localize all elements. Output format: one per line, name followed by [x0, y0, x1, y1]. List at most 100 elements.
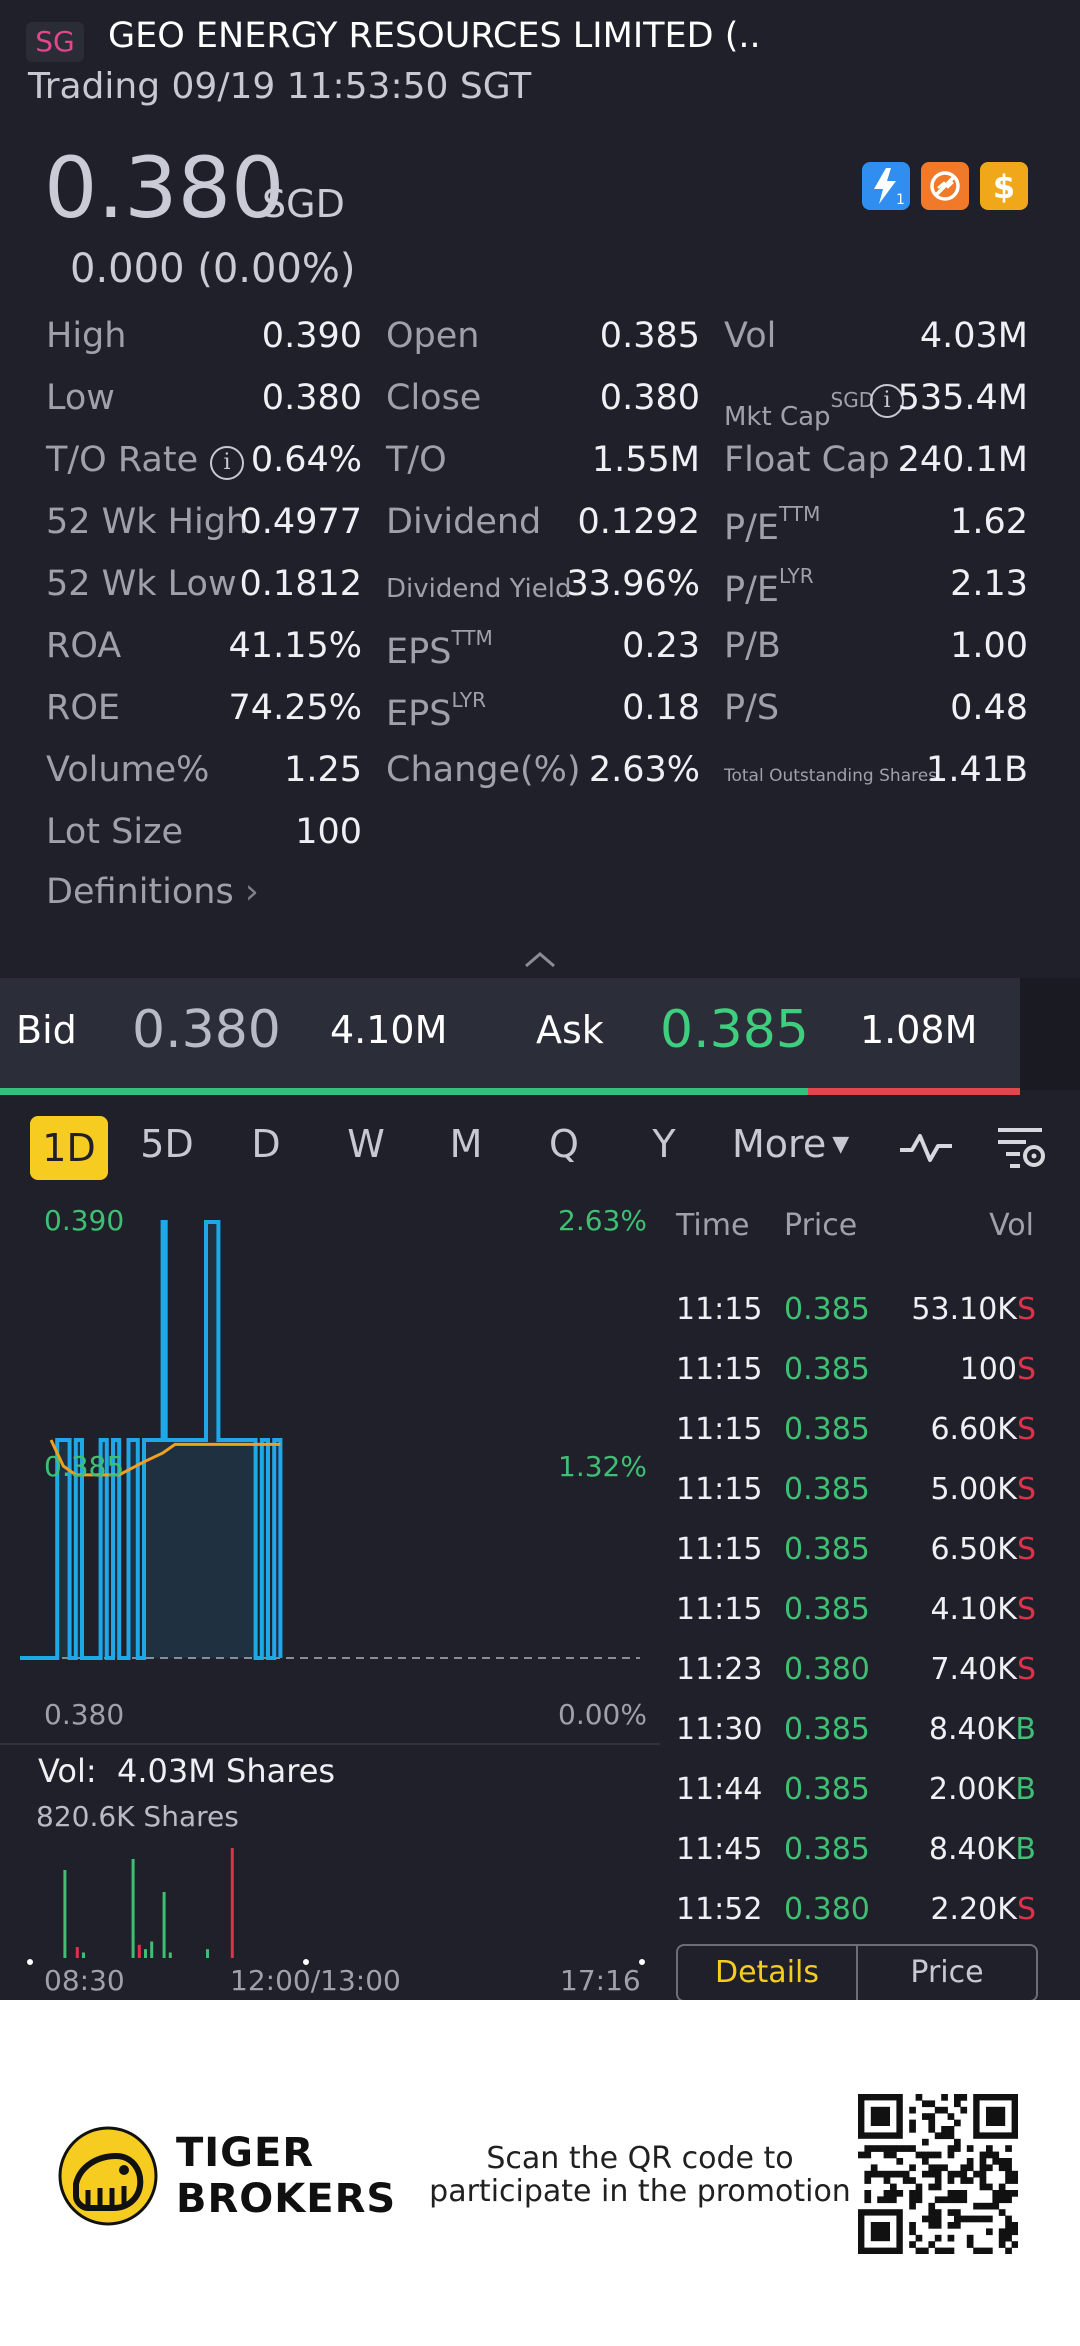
no-shorting-icon[interactable]	[921, 162, 969, 210]
qr-module	[960, 2164, 968, 2172]
indicator-icon[interactable]	[898, 1128, 954, 1168]
qr-module	[1011, 2170, 1018, 2178]
tab-1d[interactable]: 1D	[30, 1116, 108, 1180]
y-axis-pct-mid: 1.32%	[558, 1450, 647, 1483]
tab-5d[interactable]: 5D	[140, 1122, 194, 1166]
qr-module	[928, 2183, 936, 2191]
stat-52wkhigh-label: 52 Wk High	[46, 502, 249, 542]
time-marker-dot	[27, 1959, 33, 1965]
qr-module	[960, 2094, 968, 2101]
chart-settings-icon[interactable]	[996, 1126, 1048, 1172]
lightning-level-1-icon[interactable]: 1	[862, 162, 910, 210]
qr-module	[928, 2164, 936, 2172]
time-marker-dot	[303, 1959, 309, 1965]
stat-roa-label: ROA	[46, 626, 122, 666]
qr-module	[934, 2209, 942, 2216]
trade-volume: 6.60KS	[930, 1412, 1036, 1447]
qr-module	[934, 2234, 942, 2242]
trade-row: 11:30 0.385 8.40KB	[676, 1712, 1036, 1762]
qr-module	[864, 2177, 872, 2184]
trade-volume: 5.00KS	[930, 1472, 1036, 1507]
volume-bar	[206, 1949, 209, 1958]
trade-time: 11:45	[676, 1832, 763, 1867]
tab-w[interactable]: W	[347, 1122, 385, 1166]
trade-side: S	[1016, 1352, 1036, 1387]
definitions-link[interactable]: Definitions ›	[46, 872, 259, 912]
trade-volume: 100S	[959, 1352, 1036, 1387]
chevron-right-icon: ›	[244, 872, 259, 912]
qr-module	[947, 2113, 955, 2120]
trade-row: 11:52 0.380 2.20KS	[676, 1892, 1036, 1942]
qr-module	[928, 2119, 936, 2127]
qr-module	[1005, 2164, 1012, 2172]
stat-pe-ttm-label: P/ETTM	[724, 502, 821, 548]
qr-module	[1011, 2177, 1018, 2184]
qr-module	[928, 2126, 936, 2133]
volume-bar	[150, 1941, 154, 1958]
qr-module	[883, 2196, 891, 2204]
tiger-brokers-logo	[58, 2126, 158, 2226]
qr-module	[979, 2215, 987, 2223]
qr-module	[992, 2202, 1000, 2210]
qr-module	[998, 2164, 1006, 2172]
qr-module	[1005, 2177, 1012, 2184]
stat-eps-ttm-value: 0.23	[622, 626, 700, 666]
qr-module	[883, 2145, 891, 2152]
last-price: 0.380	[44, 139, 285, 237]
trade-time: 11:15	[676, 1532, 763, 1567]
qr-module	[934, 2177, 942, 2184]
details-tab[interactable]: Details	[678, 1946, 858, 2000]
qr-module	[973, 2170, 980, 2178]
qr-module	[1005, 2145, 1012, 2152]
stat-52wkhigh-value: 0.4977	[239, 502, 362, 542]
qr-module	[947, 2132, 955, 2140]
qr-module	[934, 2222, 942, 2229]
qr-module	[986, 2164, 993, 2172]
trade-side: S	[1016, 1892, 1036, 1927]
trade-time: 11:15	[676, 1412, 763, 1447]
tor-info-icon[interactable]: i	[210, 446, 244, 480]
qr-module	[915, 2234, 923, 2242]
y-axis-label-mid: 0.385	[44, 1450, 125, 1483]
trade-price: 0.385	[784, 1412, 870, 1447]
dollar-icon[interactable]: $	[980, 162, 1028, 210]
qr-module	[947, 2170, 955, 2178]
stat-roa-value: 41.15%	[228, 626, 362, 666]
trade-volume: 8.40KB	[928, 1712, 1036, 1747]
ask-price: 0.385	[660, 1000, 809, 1060]
qr-module	[998, 2183, 1006, 2191]
tab-m[interactable]: M	[449, 1122, 483, 1166]
tab-q[interactable]: Q	[549, 1122, 579, 1166]
tab-d[interactable]: D	[251, 1122, 281, 1166]
qr-module	[986, 2151, 993, 2159]
chevron-up-icon[interactable]	[522, 946, 558, 970]
tab-y[interactable]: Y	[652, 1122, 676, 1166]
svg-text:$: $	[993, 168, 1015, 206]
qr-code	[858, 2094, 1018, 2254]
qr-module	[877, 2196, 884, 2204]
stat-high-value: 0.390	[261, 316, 362, 356]
trade-time: 11:15	[676, 1352, 763, 1387]
price-tab[interactable]: Price	[910, 1955, 984, 1990]
qr-module	[1011, 2241, 1018, 2248]
qr-module	[890, 2183, 897, 2191]
qr-finder-core	[870, 2222, 890, 2242]
qr-module	[1005, 2215, 1012, 2223]
stat-ps-label: P/S	[724, 688, 780, 728]
tab-more[interactable]: More ▼	[732, 1122, 862, 1166]
trade-time: 11:15	[676, 1472, 763, 1507]
stat-to-value: 1.55M	[591, 440, 700, 480]
qr-finder-core	[986, 2106, 1006, 2126]
trade-price: 0.380	[784, 1892, 870, 1927]
qr-module	[870, 2170, 878, 2178]
intraday-price-chart[interactable]	[0, 1196, 660, 1756]
mktcap-info-icon[interactable]: i	[870, 384, 904, 418]
brand-line1: TIGER	[176, 2130, 315, 2176]
trade-price: 0.385	[784, 1772, 870, 1807]
qr-module	[966, 2234, 974, 2242]
qr-module	[973, 2215, 980, 2223]
qr-module	[1011, 2190, 1018, 2197]
qr-module	[902, 2177, 910, 2184]
stat-tor-label: T/O Rate	[46, 440, 199, 480]
volume-bar	[168, 1952, 172, 1958]
